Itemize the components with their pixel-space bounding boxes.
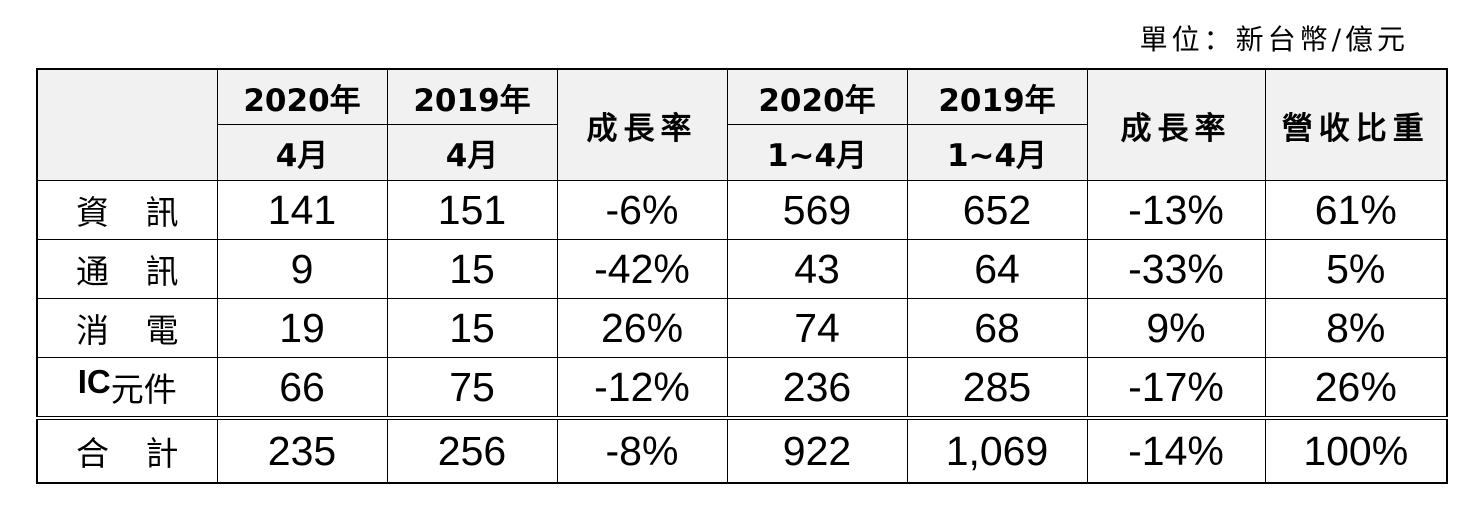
table-cell: -12% xyxy=(556,357,728,419)
table-cell: 5% xyxy=(1264,239,1448,299)
table-cell: 285 xyxy=(906,357,1088,419)
table-row-ic-components: IC 元件 66 75 -12% 236 285 -17% 26% xyxy=(36,357,1448,419)
table-cell: 26% xyxy=(556,298,728,358)
table-cell: 141 xyxy=(216,180,388,240)
table-cell: 151 xyxy=(386,180,558,240)
table-cell: -8% xyxy=(556,416,728,484)
row-label: 通訊 xyxy=(36,239,218,299)
header-2020-ytd-month: 1~4月 xyxy=(726,124,908,181)
table-cell: 61% xyxy=(1264,180,1448,240)
table-cell: 652 xyxy=(906,180,1088,240)
table-cell: -13% xyxy=(1086,180,1266,240)
row-label: 資訊 xyxy=(36,180,218,240)
table-cell: 1,069 xyxy=(906,416,1088,484)
header-corner-cell xyxy=(36,68,218,181)
table-cell: 15 xyxy=(386,239,558,299)
table-cell: 235 xyxy=(216,416,388,484)
row-label: 消電 xyxy=(36,298,218,358)
table-cell: -33% xyxy=(1086,239,1266,299)
header-growth-rate-ytd: 成長率 xyxy=(1086,68,1266,181)
header-2020-april-year: 2020年 xyxy=(216,68,388,125)
table-cell: -14% xyxy=(1086,416,1266,484)
unit-note: 單位：新台幣/億元 xyxy=(1139,23,1409,56)
table-cell: 64 xyxy=(906,239,1088,299)
table-cell: 256 xyxy=(386,416,558,484)
table-cell: 9% xyxy=(1086,298,1266,358)
table-cell: 66 xyxy=(216,357,388,419)
table-cell: 922 xyxy=(726,416,908,484)
row-label: IC 元件 xyxy=(36,357,218,419)
table-row-communication: 通訊 9 15 -42% 43 64 -33% 5% xyxy=(36,239,1448,299)
table-row-consumer-electronics: 消電 19 15 26% 74 68 9% 8% xyxy=(36,298,1448,358)
table-cell: 100% xyxy=(1264,416,1448,484)
table-cell: 74 xyxy=(726,298,908,358)
header-2019-ytd-month: 1~4月 xyxy=(906,124,1088,181)
row-label: 合計 xyxy=(36,416,218,484)
table-cell: 68 xyxy=(906,298,1088,358)
revenue-table: 2020年 2019年 成長率 2020年 2019年 成長率 營收比重 4月 … xyxy=(36,68,1448,484)
header-2019-ytd-year: 2019年 xyxy=(906,68,1088,125)
table-cell: 15 xyxy=(386,298,558,358)
table-cell: 43 xyxy=(726,239,908,299)
table-row-information: 資訊 141 151 -6% 569 652 -13% 61% xyxy=(36,180,1448,240)
header-2019-april-year: 2019年 xyxy=(386,68,558,125)
table-cell: -17% xyxy=(1086,357,1266,419)
table-cell: 75 xyxy=(386,357,558,419)
table-cell: -42% xyxy=(556,239,728,299)
header-2020-april-month: 4月 xyxy=(216,124,388,181)
header-2019-april-month: 4月 xyxy=(386,124,558,181)
header-growth-rate-month: 成長率 xyxy=(556,68,728,181)
table-cell: -6% xyxy=(556,180,728,240)
table-cell: 8% xyxy=(1264,298,1448,358)
table-cell: 26% xyxy=(1264,357,1448,419)
header-2020-ytd-year: 2020年 xyxy=(726,68,908,125)
table-row-total: 合計 235 256 -8% 922 1,069 -14% 100% xyxy=(36,416,1448,484)
table-cell: 569 xyxy=(726,180,908,240)
table-cell: 9 xyxy=(216,239,388,299)
table-cell: 236 xyxy=(726,357,908,419)
header-revenue-share: 營收比重 xyxy=(1264,68,1448,181)
table-cell: 19 xyxy=(216,298,388,358)
